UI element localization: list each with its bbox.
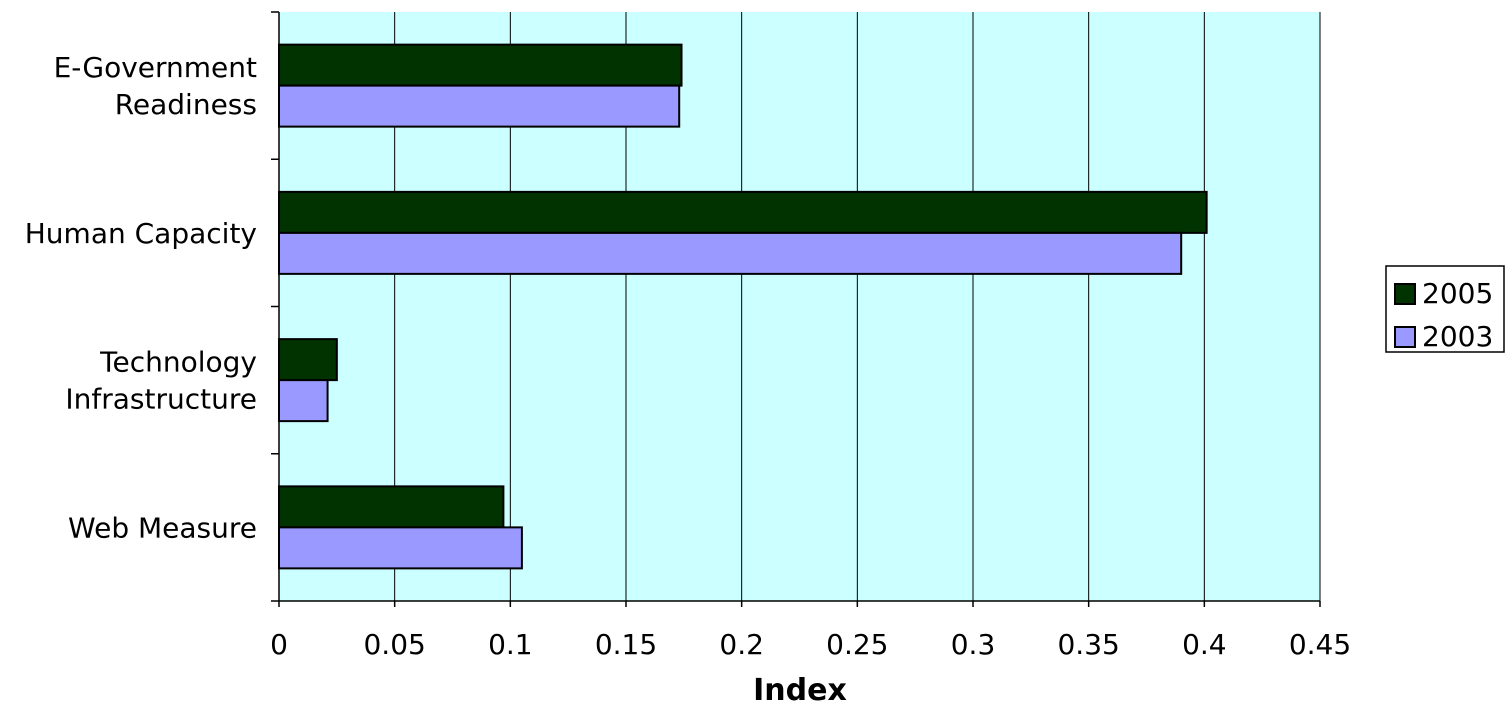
legend-label-2003: 2003 [1422, 320, 1493, 353]
category-label: Web Measure [68, 511, 257, 544]
x-tick-label: 0.4 [1182, 628, 1227, 661]
x-tick-label: 0.35 [1057, 628, 1119, 661]
bar-2003-1 [278, 231, 1183, 275]
category-label: Readiness [115, 88, 257, 121]
bar-2005-0 [278, 43, 683, 87]
legend-swatch-2003 [1394, 326, 1416, 348]
x-tick-label: 0.25 [826, 628, 888, 661]
category-label: E-Government [54, 51, 257, 84]
axes [271, 11, 1320, 602]
x-tick-labels: 0 0.05 0.1 0.15 0.2 0.25 0.3 0.35 0.4 0.45 [270, 628, 1351, 661]
bars [278, 43, 1208, 570]
x-tick-label: 0.2 [719, 628, 764, 661]
x-tick-label: 0.45 [1289, 628, 1351, 661]
bar-2005-1 [278, 190, 1208, 234]
bar-2005-3 [278, 485, 505, 529]
gridlines [278, 12, 1321, 607]
category-label: Infrastructure [65, 383, 257, 416]
legend: 2005 2003 [1385, 265, 1505, 353]
x-axis-title: Index [753, 673, 847, 708]
legend-label-2005: 2005 [1422, 277, 1493, 310]
x-tick-label: 0.05 [363, 628, 425, 661]
category-labels: E-Government Readiness Human Capacity Techn… [25, 51, 257, 544]
bar-2003-0 [278, 84, 681, 128]
legend-swatch-2005 [1394, 283, 1416, 305]
category-label: Human Capacity [25, 217, 257, 250]
bar-2003-3 [278, 526, 523, 570]
bar-2005-2 [278, 338, 338, 382]
x-tick-label: 0.3 [951, 628, 996, 661]
bar-2003-2 [278, 379, 329, 423]
x-tick-label: 0.15 [595, 628, 657, 661]
x-tick-label: 0 [270, 628, 288, 661]
category-label: Technology [99, 346, 257, 379]
x-tick-label: 0.1 [488, 628, 533, 661]
